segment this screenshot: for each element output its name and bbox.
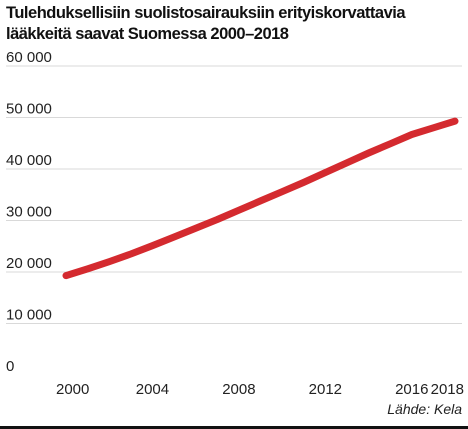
- y-tick-label: 20 000: [6, 255, 52, 272]
- y-axis-tick-labels: 0 10 000 20 000 30 000 40 000 50 000 60 000: [6, 49, 52, 375]
- y-tick-label: 10 000: [6, 307, 52, 324]
- chart-title-line-2: lääkkeitä saavat Suomessa 2000–2018: [6, 25, 289, 43]
- series-layer: [62, 117, 459, 280]
- x-tick-label: 2008: [222, 381, 255, 398]
- y-tick-label: 0: [6, 358, 14, 375]
- chart-title: Tulehduksellisiin suolistosairauksiin er…: [6, 3, 468, 45]
- x-tick-label: 2016: [395, 381, 428, 398]
- y-tick-label: 40 000: [6, 152, 52, 169]
- y-tick-label: 30 000: [6, 204, 52, 221]
- x-tick-label: 2000: [56, 381, 89, 398]
- y-tick-label: 50 000: [6, 101, 52, 118]
- y-tick-label: 60 000: [6, 49, 52, 66]
- source-note: Lähde: Kela: [387, 401, 462, 417]
- bottom-rule: [0, 426, 468, 429]
- gridlines: [6, 65, 462, 324]
- x-tick-label: 2004: [136, 381, 169, 398]
- chart-title-line-1: Tulehduksellisiin suolistosairauksiin er…: [6, 4, 406, 22]
- series-line: [62, 117, 459, 280]
- x-tick-label: 2018: [431, 381, 464, 398]
- x-axis-tick-labels: 2000 2004 2008 2012 2016 2018: [56, 381, 464, 398]
- x-tick-label: 2012: [309, 381, 342, 398]
